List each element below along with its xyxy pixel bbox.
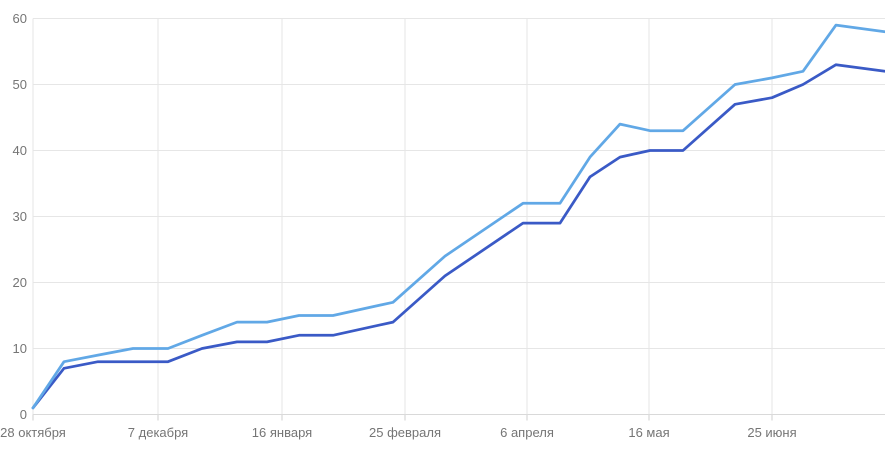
x-axis-label: 28 октября xyxy=(0,425,66,440)
x-axis-label: 25 февраля xyxy=(369,425,441,440)
y-axis-label: 50 xyxy=(13,77,27,92)
y-axis-label: 20 xyxy=(13,275,27,290)
y-axis-label: 10 xyxy=(13,341,27,356)
x-axis-label: 16 мая xyxy=(628,425,669,440)
y-axis-label: 30 xyxy=(13,209,27,224)
dark-blue-series-line[interactable] xyxy=(31,63,885,410)
x-axis-label: 7 декабря xyxy=(128,425,188,440)
y-axis-label: 40 xyxy=(13,143,27,158)
light-blue-series-line[interactable] xyxy=(31,23,885,410)
x-axis-label: 25 июня xyxy=(747,425,796,440)
y-axis-label: 0 xyxy=(20,407,27,422)
x-axis-label: 6 апреля xyxy=(500,425,554,440)
y-axis-label: 60 xyxy=(13,11,27,26)
x-axis-label: 16 января xyxy=(252,425,312,440)
